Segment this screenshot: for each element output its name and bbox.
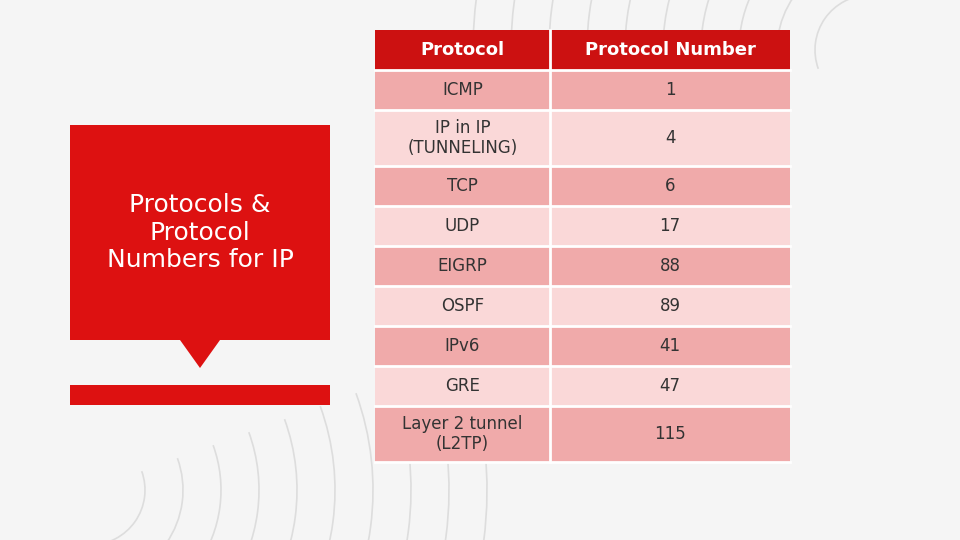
Text: 115: 115 xyxy=(654,425,685,443)
Text: IP in IP
(TUNNELING): IP in IP (TUNNELING) xyxy=(407,119,517,157)
Text: ICMP: ICMP xyxy=(442,81,483,99)
Text: Protocol Number: Protocol Number xyxy=(585,41,756,59)
Text: Protocol: Protocol xyxy=(420,41,505,59)
Bar xyxy=(375,406,790,462)
Text: TCP: TCP xyxy=(447,177,478,195)
Text: OSPF: OSPF xyxy=(441,297,484,315)
Text: 41: 41 xyxy=(660,337,681,355)
Bar xyxy=(70,125,330,340)
Text: 89: 89 xyxy=(660,297,681,315)
Bar xyxy=(375,246,790,286)
Text: IPv6: IPv6 xyxy=(444,337,480,355)
Bar xyxy=(375,206,790,246)
Text: 6: 6 xyxy=(664,177,675,195)
Text: UDP: UDP xyxy=(444,217,480,235)
Text: 88: 88 xyxy=(660,257,681,275)
Bar xyxy=(375,166,790,206)
Bar xyxy=(70,385,330,405)
Text: Protocols &
Protocol
Numbers for IP: Protocols & Protocol Numbers for IP xyxy=(107,193,294,272)
Bar xyxy=(375,286,790,326)
Text: Layer 2 tunnel
(L2TP): Layer 2 tunnel (L2TP) xyxy=(402,415,522,454)
Text: 17: 17 xyxy=(660,217,681,235)
Bar xyxy=(375,110,790,166)
Text: 4: 4 xyxy=(664,129,675,147)
Text: 47: 47 xyxy=(660,377,681,395)
Text: 1: 1 xyxy=(664,81,675,99)
Bar xyxy=(375,326,790,366)
Text: GRE: GRE xyxy=(445,377,480,395)
Bar xyxy=(375,30,790,70)
Text: EIGRP: EIGRP xyxy=(438,257,488,275)
Bar xyxy=(375,366,790,406)
Bar xyxy=(375,70,790,110)
Polygon shape xyxy=(180,340,220,368)
